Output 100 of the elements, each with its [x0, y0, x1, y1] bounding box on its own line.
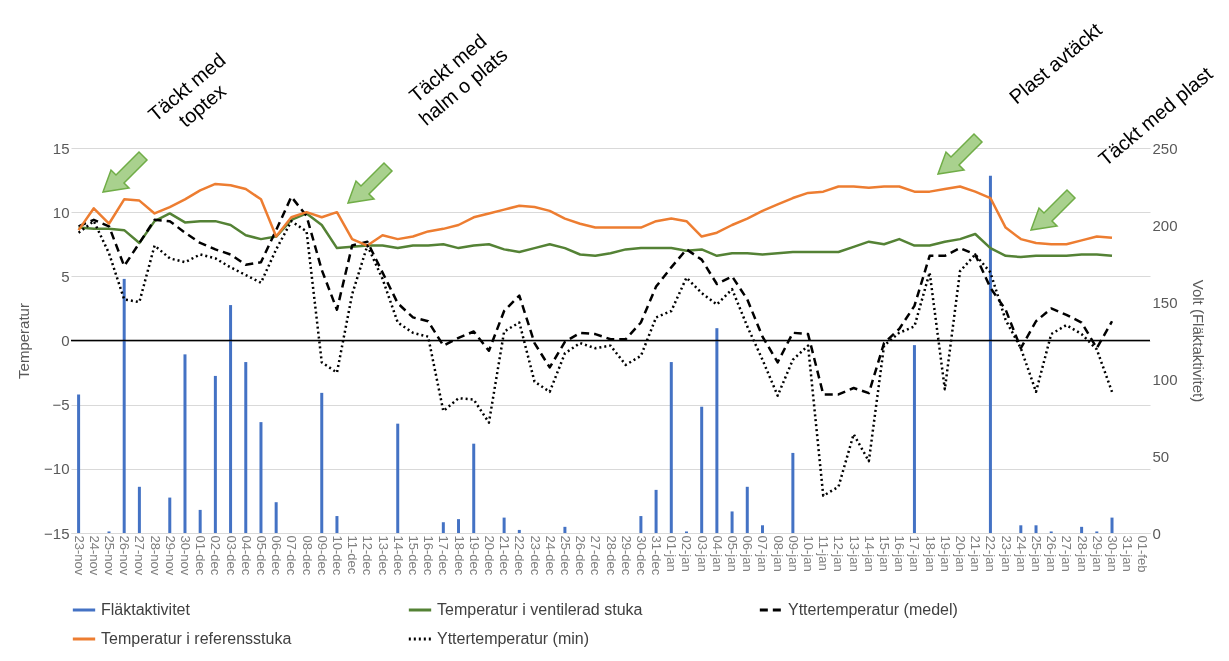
x-tick-label: 26-jan	[1044, 535, 1060, 572]
bar	[563, 526, 567, 533]
y2-axis-title: Volt (Fläktaktivitet)	[1189, 279, 1207, 403]
bar	[244, 362, 248, 533]
x-tick-label: 21-jan	[968, 535, 984, 572]
x-tick-label: 12-dec	[360, 535, 376, 576]
y-tick-label: −10	[44, 460, 70, 478]
bar	[213, 375, 217, 533]
y2-tick-label: 50	[1152, 447, 1170, 465]
bar	[700, 406, 704, 533]
x-tick-label: 08-jan	[770, 535, 786, 572]
x-tick-label: 12-jan	[831, 535, 847, 572]
x-tick-label: 04-dec	[238, 535, 254, 576]
x-tick-label: 09-jan	[785, 535, 801, 572]
x-tick-label: 25-jan	[1029, 535, 1045, 572]
x-tick-label: 23-jan	[998, 535, 1014, 572]
x-tick-label: 10-jan	[801, 535, 817, 572]
line-series	[77, 182, 1114, 247]
bar	[183, 354, 187, 533]
x-tick-label: 20-dec	[481, 535, 497, 576]
x-tick-label: 26-nov	[117, 535, 133, 576]
bar	[715, 328, 719, 533]
x-tick-label: 01-dec	[193, 535, 209, 576]
x-tick-label: 27-jan	[1059, 535, 1075, 572]
bar	[472, 443, 476, 533]
bar	[457, 519, 461, 533]
bar	[760, 525, 764, 533]
x-tick-label: 30-jan	[1105, 535, 1121, 572]
legend-label: Temperatur i ventilerad stuka	[437, 601, 643, 618]
x-tick-label: 03-jan	[694, 535, 710, 572]
y2-tick-label: 200	[1152, 216, 1178, 234]
x-tick-label: 18-dec	[451, 535, 467, 576]
legend-label: Yttertemperatur (medel)	[788, 601, 958, 618]
x-tick-label: 31-dec	[649, 535, 665, 576]
bar	[396, 423, 400, 533]
x-tick-label: 14-jan	[861, 535, 877, 572]
x-tick-label: 29-dec	[618, 535, 634, 576]
x-tick-label: 15-dec	[405, 535, 421, 576]
bar	[502, 517, 506, 533]
bar	[441, 522, 445, 533]
x-tick-label: 14-dec	[390, 535, 406, 576]
bar	[654, 489, 658, 533]
x-tick-label: 05-dec	[253, 535, 269, 576]
legend-label: Fläktaktivitet	[101, 601, 191, 618]
x-tick-label: 06-jan	[740, 535, 756, 572]
x-tick-label: 24-dec	[542, 535, 558, 576]
x-tick-label: 30-dec	[633, 535, 649, 576]
y-tick-label: 0	[61, 332, 70, 349]
bar	[1080, 526, 1084, 533]
y2-tick-label: 250	[1152, 139, 1178, 157]
x-tick-label: 03-dec	[223, 535, 239, 576]
x-tick-label: 02-dec	[208, 535, 224, 576]
x-tick-label: 24-nov	[86, 535, 102, 576]
x-tick-label: 09-dec	[314, 535, 330, 576]
y-axis-title: Temperatur	[15, 303, 33, 379]
y-tick-label: 5	[61, 267, 70, 285]
bar	[517, 529, 521, 533]
x-tick-label: 06-dec	[269, 535, 285, 576]
x-tick-label: 16-jan	[892, 535, 908, 572]
y2-tick-label: 0	[1152, 524, 1161, 542]
x-tick-label: 17-jan	[907, 535, 923, 572]
bar	[335, 516, 339, 533]
x-tick-label: 08-dec	[299, 535, 315, 576]
x-tick-label: 28-dec	[603, 535, 619, 576]
x-tick-label: 13-jan	[846, 535, 862, 572]
bar	[745, 486, 749, 533]
y2-tick-label: 100	[1152, 370, 1178, 388]
x-tick-label: 10-dec	[329, 535, 345, 576]
bar	[912, 345, 916, 533]
x-tick-label: 13-dec	[375, 535, 391, 576]
legend-label: Yttertemperatur (min)	[437, 630, 590, 647]
x-tick-label: 16-dec	[421, 535, 437, 576]
y2-tick-label: 150	[1152, 293, 1178, 311]
bar	[274, 502, 278, 533]
bar	[639, 516, 643, 533]
x-tick-label: 28-jan	[1074, 535, 1090, 572]
x-tick-label: 29-nov	[162, 535, 178, 576]
bar	[988, 175, 992, 533]
bar	[198, 509, 202, 533]
legend-label: Temperatur i referensstuka	[101, 630, 292, 647]
x-tick-label: 19-jan	[937, 535, 953, 572]
x-tick-label: 23-dec	[527, 535, 543, 576]
x-tick-label: 27-nov	[132, 535, 148, 576]
x-tick-label: 30-nov	[177, 535, 193, 576]
x-tick-label: 18-jan	[922, 535, 938, 572]
x-tick-label: 31-jan	[1120, 535, 1136, 572]
x-tick-label: 23-nov	[71, 535, 87, 576]
bar	[669, 362, 673, 533]
x-tick-label: 07-dec	[284, 535, 300, 576]
x-tick-label: 27-dec	[588, 535, 604, 576]
x-tick-label: 28-nov	[147, 535, 163, 576]
y-tick-label: −15	[44, 524, 70, 542]
x-tick-label: 19-dec	[466, 535, 482, 576]
x-tick-label: 07-jan	[755, 535, 771, 572]
x-tick-label: 15-jan	[877, 535, 893, 572]
bar	[77, 394, 81, 533]
x-tick-label: 02-jan	[679, 535, 695, 572]
bar	[137, 486, 141, 533]
bar	[730, 511, 734, 533]
bar	[1019, 525, 1023, 533]
